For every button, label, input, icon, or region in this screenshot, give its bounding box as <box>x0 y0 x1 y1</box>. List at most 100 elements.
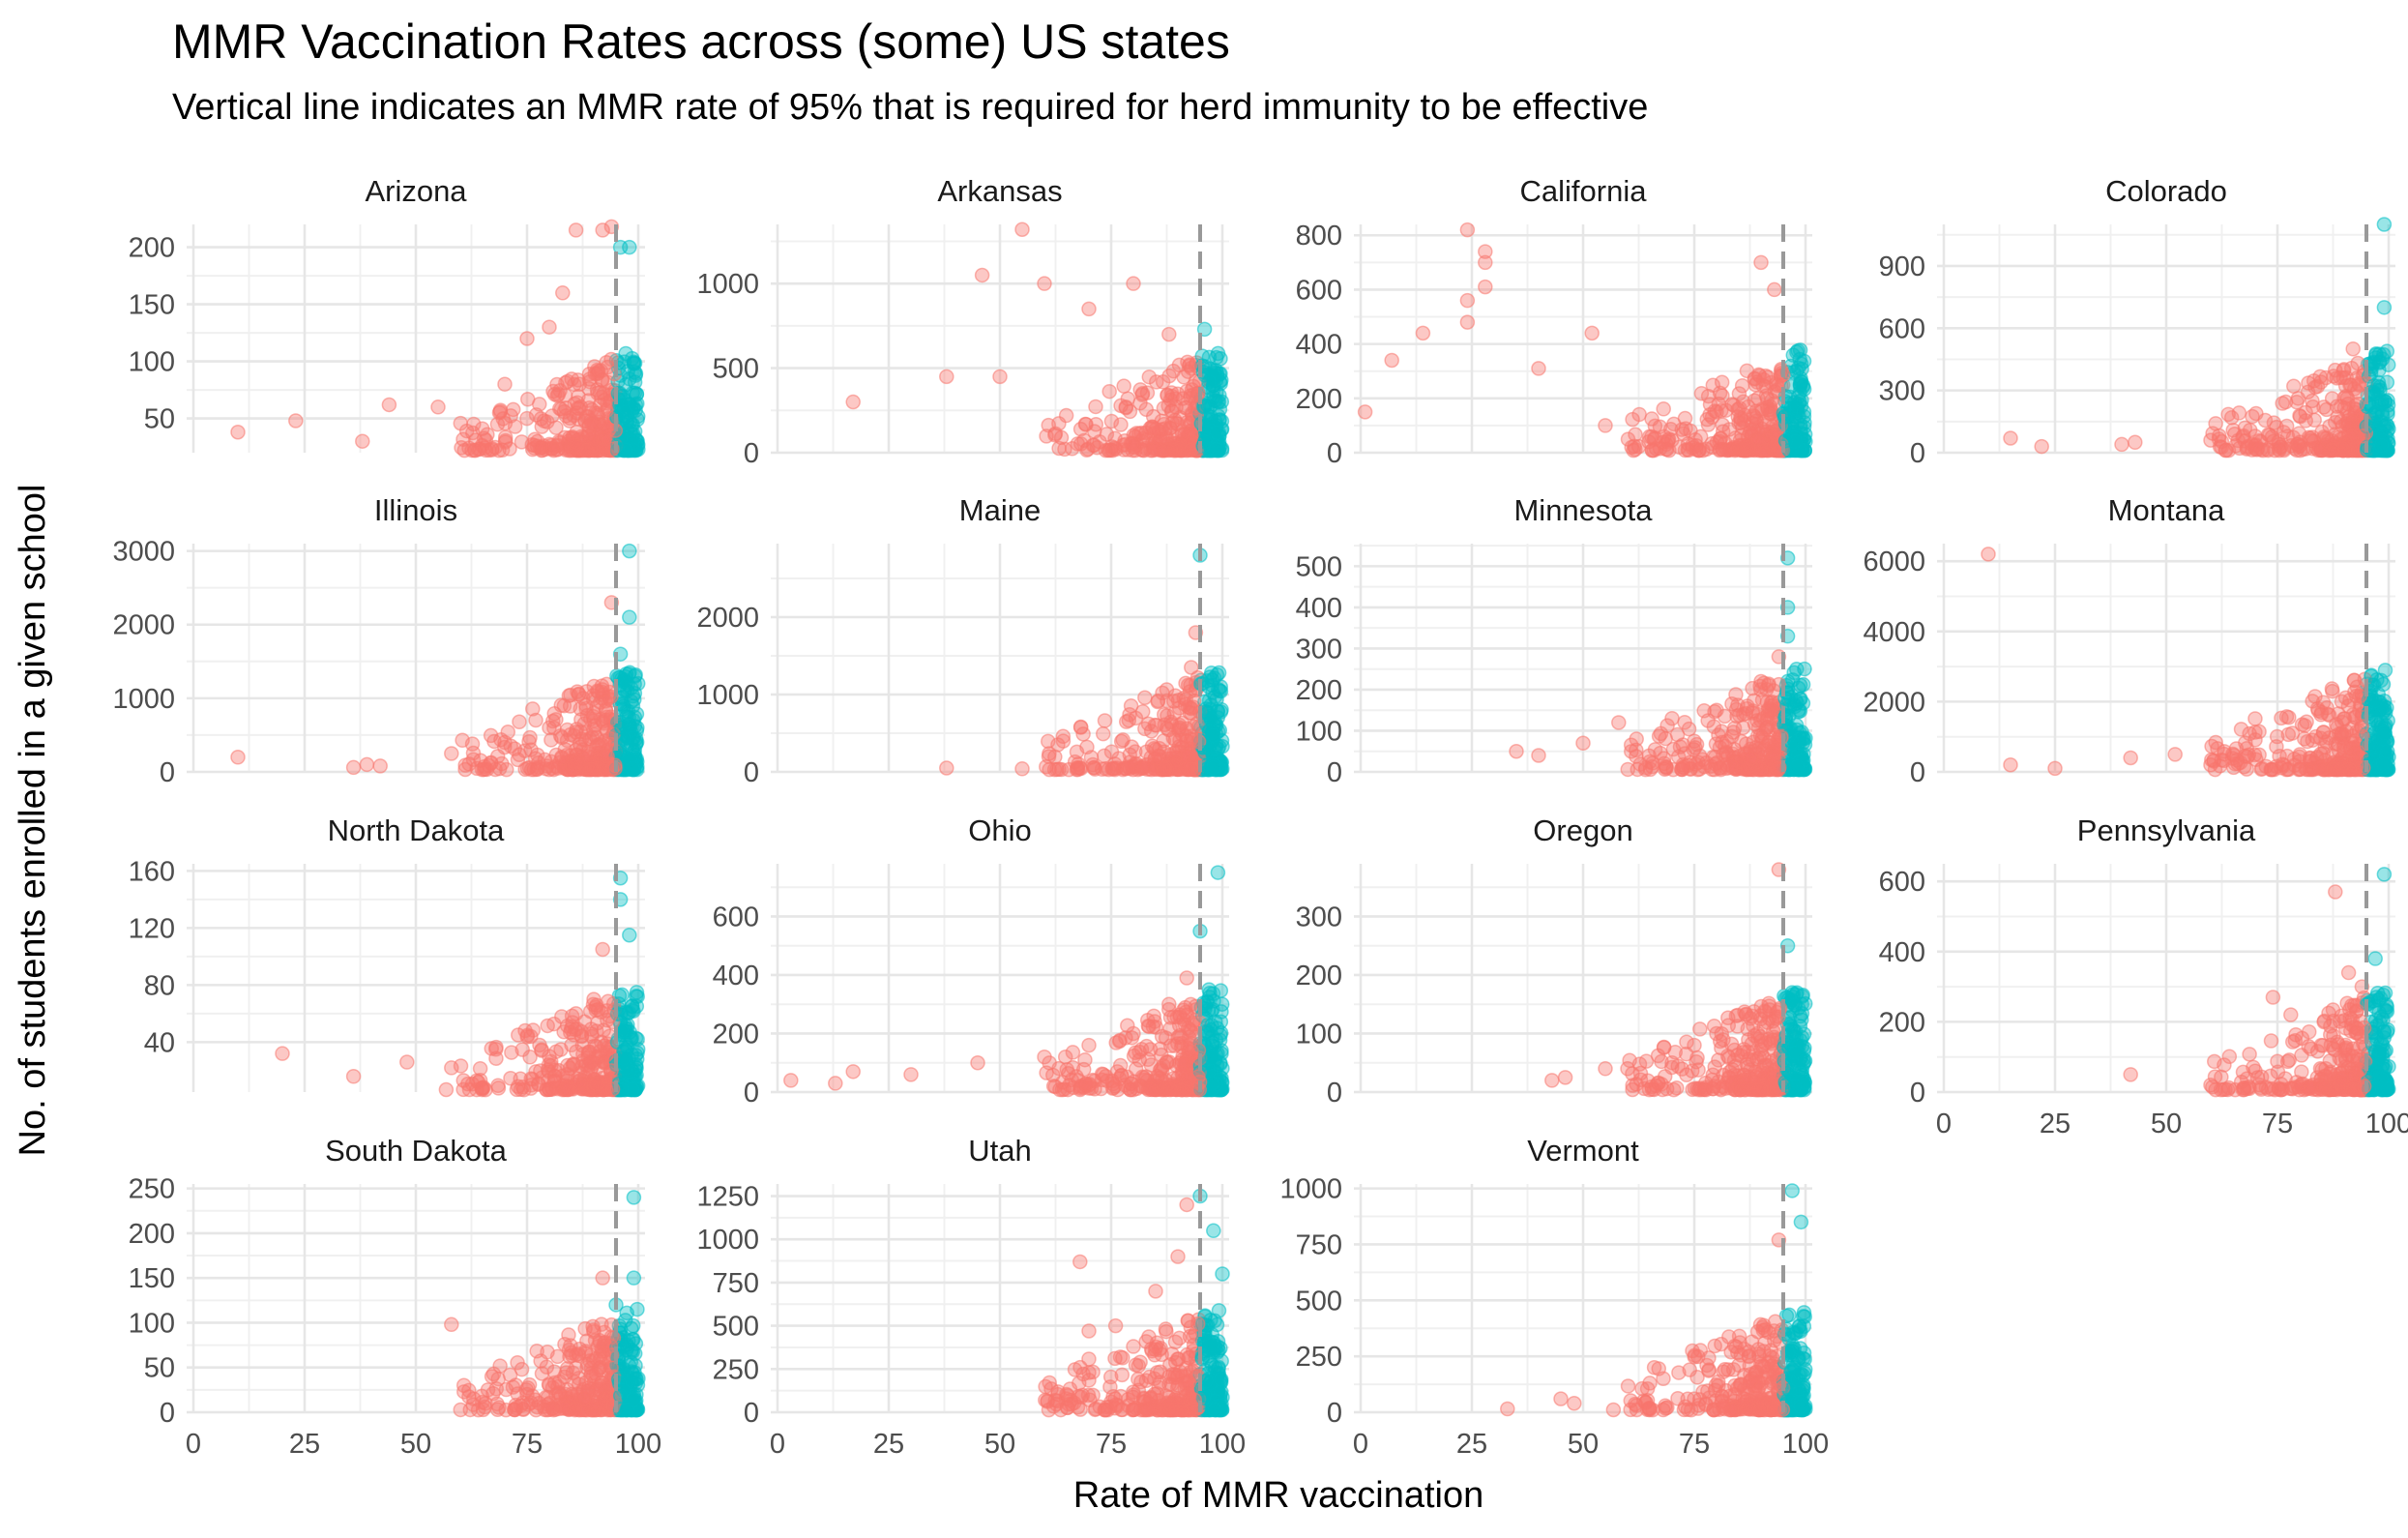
data-point <box>1042 761 1057 778</box>
data-point <box>1767 281 1782 298</box>
points <box>230 219 646 458</box>
data-point <box>1531 361 1546 376</box>
y-tick-label: 50 <box>144 404 175 435</box>
data-point <box>2259 441 2276 458</box>
data-point <box>1194 348 1211 364</box>
data-point <box>783 1073 799 1088</box>
data-point <box>1140 1018 1157 1034</box>
data-point <box>2128 434 2143 451</box>
data-point <box>2366 708 2383 724</box>
data-point <box>1793 370 1808 386</box>
data-point <box>1126 1081 1141 1098</box>
data-point <box>1661 442 1677 458</box>
data-point <box>497 376 513 392</box>
data-point <box>1211 408 1226 424</box>
data-point <box>542 319 557 335</box>
data-point <box>1065 1045 1081 1060</box>
data-point <box>1730 697 1746 713</box>
data-point <box>1584 325 1600 341</box>
y-tick-label: 4000 <box>1863 617 1925 648</box>
data-point <box>2377 725 2393 741</box>
data-point <box>1047 428 1063 443</box>
data-point <box>2349 744 2365 759</box>
data-point <box>1042 1055 1057 1071</box>
data-point <box>1628 427 1643 443</box>
data-point <box>1738 1007 1754 1022</box>
data-point <box>2003 756 2018 773</box>
data-point <box>1181 1071 1196 1087</box>
data-point <box>2237 748 2253 764</box>
data-point <box>1143 724 1160 739</box>
data-point <box>2344 429 2360 445</box>
data-point <box>275 1046 290 1061</box>
data-point <box>1459 292 1476 309</box>
data-point <box>2214 439 2230 456</box>
data-point <box>519 391 536 407</box>
data-point <box>2275 396 2290 411</box>
data-point <box>629 734 645 750</box>
data-point <box>2114 436 2129 453</box>
y-tick-label: 300 <box>1879 376 1925 407</box>
data-point <box>1478 279 1493 295</box>
data-point <box>2299 714 2314 729</box>
points <box>1544 862 1813 1098</box>
y-tick-label: 6000 <box>1863 547 1925 577</box>
data-point <box>1088 399 1103 415</box>
y-tick-label: 120 <box>129 913 175 944</box>
data-point <box>345 1069 362 1084</box>
data-point <box>625 760 640 777</box>
data-point <box>1753 1064 1770 1080</box>
data-point <box>1665 741 1682 757</box>
data-point <box>2322 419 2337 434</box>
data-point <box>345 759 362 776</box>
facet-strip-label: Arkansas <box>937 174 1062 208</box>
data-point <box>1723 1036 1740 1052</box>
data-point <box>1134 387 1150 402</box>
data-point <box>1079 739 1095 755</box>
data-point <box>476 430 492 446</box>
data-point <box>1122 403 1138 420</box>
data-point <box>630 1031 645 1048</box>
data-point <box>2248 405 2264 422</box>
data-point <box>457 757 473 773</box>
data-point <box>974 267 990 283</box>
data-point <box>573 399 589 415</box>
data-point <box>610 385 627 401</box>
data-point <box>1184 761 1199 778</box>
data-point <box>1120 391 1136 407</box>
data-point <box>543 441 560 457</box>
data-point <box>1794 392 1809 408</box>
data-point <box>438 1081 455 1098</box>
data-point <box>622 928 637 943</box>
y-tick-label: 2000 <box>696 603 759 634</box>
data-point <box>1674 761 1689 777</box>
data-point <box>615 1050 631 1066</box>
data-point <box>547 1073 563 1088</box>
y-tick-label: 0 <box>1327 1078 1342 1109</box>
data-point <box>2306 412 2322 428</box>
data-point <box>1156 760 1172 777</box>
data-point <box>622 609 637 625</box>
data-point <box>1686 742 1702 757</box>
y-tick-label: 1000 <box>112 684 175 715</box>
data-point <box>1047 1079 1064 1095</box>
data-point <box>970 1054 985 1071</box>
data-point <box>1688 756 1704 772</box>
data-point <box>507 741 523 756</box>
data-point <box>2254 760 2270 777</box>
data-point <box>1118 714 1134 729</box>
data-point <box>2349 396 2365 412</box>
data-point <box>2365 354 2381 370</box>
data-point <box>566 1027 582 1043</box>
y-tick-label: 150 <box>129 290 175 321</box>
data-point <box>1692 1021 1708 1037</box>
data-point <box>359 756 375 773</box>
data-point <box>2285 429 2302 445</box>
data-point <box>1170 386 1186 402</box>
y-tick-label: 0 <box>744 1078 759 1109</box>
data-point <box>1162 1020 1178 1037</box>
